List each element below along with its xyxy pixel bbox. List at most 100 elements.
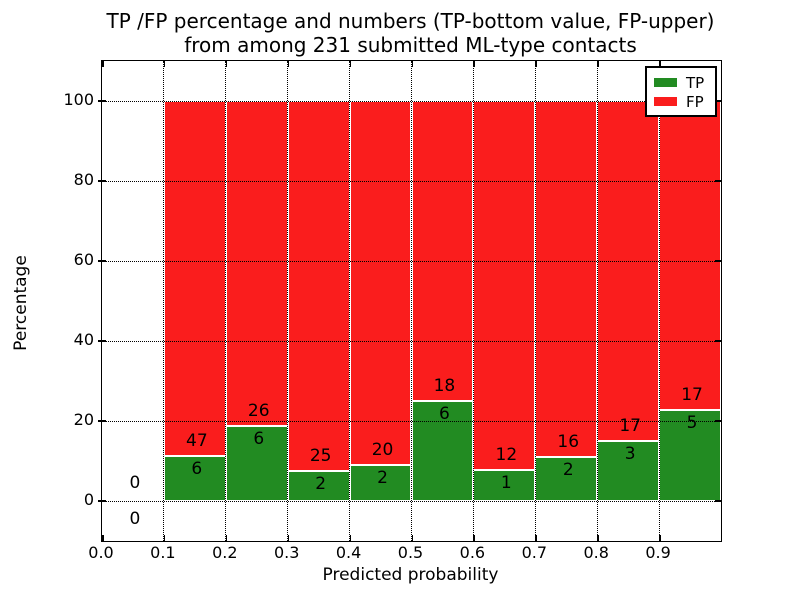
vertical-gridline bbox=[225, 61, 227, 541]
plot-area: 0 0 47 6 26 6 25 2 20 2 18 6 12 1 16 2 17 3 17 5 TP FP bbox=[98, 60, 722, 542]
legend-label: TP bbox=[686, 73, 705, 92]
x-tick-label: 0.5 bbox=[397, 543, 424, 562]
tp-bar-segment bbox=[473, 470, 536, 501]
fp-count-label: 25 bbox=[309, 446, 332, 467]
x-tick-mark-bottom bbox=[597, 535, 599, 541]
chart-title: TP /FP percentage and numbers (TP-bottom… bbox=[101, 9, 720, 57]
x-tick-mark-top bbox=[535, 61, 537, 67]
legend: TP FP bbox=[645, 66, 717, 117]
x-tick-label: 0.4 bbox=[335, 543, 362, 562]
grid-layer bbox=[102, 61, 721, 541]
x-tick-mark-bottom bbox=[473, 535, 475, 541]
x-tick-mark-bottom bbox=[659, 535, 661, 541]
x-axis-label: Predicted probability bbox=[322, 565, 499, 585]
fp-count-label: 0 bbox=[129, 473, 141, 493]
x-tick-mark-bottom bbox=[163, 535, 166, 541]
tp-count-label: 1 bbox=[500, 473, 512, 494]
x-tick-mark-top bbox=[659, 61, 661, 67]
x-tick-mark-top bbox=[102, 61, 104, 67]
fp-count-label: 26 bbox=[247, 401, 270, 421]
y-tick-mark-left bbox=[98, 180, 106, 182]
y-tick-mark-right bbox=[715, 420, 721, 422]
legend-row: FP bbox=[647, 92, 715, 111]
y-tick-mark-right bbox=[715, 180, 721, 182]
y-axis-label: Percentage bbox=[11, 255, 31, 351]
x-tick-mark-bottom bbox=[535, 535, 537, 541]
y-tick-mark-left bbox=[98, 340, 106, 342]
y-tick-mark-right bbox=[715, 260, 721, 262]
y-tick-label: 20 bbox=[73, 410, 94, 429]
y-tick-mark-right bbox=[715, 100, 721, 102]
x-tick-mark-bottom bbox=[349, 535, 352, 541]
y-tick-mark-left bbox=[98, 100, 106, 102]
y-tick-label: 80 bbox=[73, 170, 94, 189]
x-tick-label: 0.3 bbox=[273, 543, 300, 562]
x-tick-label: 0.8 bbox=[583, 543, 609, 562]
fp-count-label: 17 bbox=[619, 416, 641, 436]
y-tick-label: 60 bbox=[73, 250, 94, 269]
x-tick-label: 0.0 bbox=[88, 543, 114, 562]
x-tick-mark-top bbox=[225, 61, 228, 67]
fp-bar-segment bbox=[659, 101, 721, 411]
vertical-gridline bbox=[411, 61, 412, 541]
tp-count-label: 6 bbox=[253, 429, 265, 449]
x-tick-mark-bottom bbox=[411, 535, 413, 541]
x-tick-label: 0.1 bbox=[150, 543, 176, 562]
tp-count-label: 5 bbox=[686, 413, 698, 434]
y-tick-mark-right bbox=[715, 500, 721, 502]
tp-count-label: 6 bbox=[191, 458, 203, 479]
tp-bar-segment bbox=[535, 456, 598, 501]
tp-bar-segment bbox=[597, 441, 660, 501]
x-tick-mark-top bbox=[597, 61, 599, 67]
fp-count-label: 12 bbox=[495, 445, 518, 466]
tp-bar-segment bbox=[163, 455, 226, 501]
x-tick-mark-bottom bbox=[225, 535, 228, 541]
x-tick-mark-top bbox=[349, 61, 352, 67]
fp-count-label: 16 bbox=[557, 431, 580, 452]
ticks-layer bbox=[98, 61, 721, 541]
y-tick-mark-left bbox=[98, 420, 106, 422]
x-tick-mark-bottom bbox=[102, 535, 104, 541]
tp-bar-segment bbox=[349, 464, 412, 501]
tp-count-label: 3 bbox=[624, 444, 636, 464]
x-tick-mark-bottom bbox=[287, 535, 290, 541]
tp-count-label: 6 bbox=[439, 404, 450, 424]
vertical-gridline bbox=[596, 61, 598, 541]
tp-count-label: 2 bbox=[562, 459, 574, 480]
fp-legend-swatch bbox=[654, 97, 677, 106]
fp-count-label: 20 bbox=[371, 439, 394, 460]
y-tick-mark-left bbox=[98, 500, 106, 502]
y-tick-label: 100 bbox=[63, 90, 94, 109]
tp-count-label: 2 bbox=[377, 467, 388, 488]
tp-bar-segment bbox=[659, 410, 721, 501]
bars-layer bbox=[102, 61, 721, 541]
x-tick-mark-top bbox=[163, 61, 166, 67]
tp-bar-segment bbox=[287, 471, 350, 501]
x-tick-label: 0.7 bbox=[521, 543, 548, 562]
tp-count-label: 2 bbox=[315, 474, 327, 495]
y-tick-label: 0 bbox=[83, 490, 94, 509]
bar-labels-layer: 0 0 47 6 26 6 25 2 20 2 18 6 12 1 16 2 17 3 17 5 bbox=[102, 61, 721, 541]
tp-legend-swatch bbox=[654, 78, 677, 87]
x-tick-mark-top bbox=[473, 61, 475, 67]
fp-count-label: 47 bbox=[186, 430, 208, 451]
x-tick-mark-top bbox=[411, 61, 413, 67]
fp-bar-segment bbox=[473, 101, 536, 471]
x-tick-label: 0.2 bbox=[212, 543, 238, 562]
y-tick-mark-right bbox=[715, 340, 721, 342]
vertical-gridline bbox=[287, 61, 289, 541]
vertical-gridline bbox=[349, 61, 351, 541]
x-tick-mark-top bbox=[287, 61, 290, 67]
legend-row: TP bbox=[647, 73, 715, 92]
x-tick-label: 0.6 bbox=[459, 543, 486, 562]
chart-title-line2: from among 231 submitted ML-type contact… bbox=[184, 33, 637, 57]
legend-label: FP bbox=[686, 92, 704, 111]
vertical-gridline bbox=[534, 61, 536, 541]
chart-title-line1: TP /FP percentage and numbers (TP-bottom… bbox=[106, 9, 715, 33]
vertical-gridline bbox=[658, 61, 660, 541]
y-tick-label: 40 bbox=[73, 330, 94, 349]
vertical-gridline bbox=[472, 61, 474, 541]
tp-bar-segment bbox=[411, 401, 474, 501]
tp-count-label: 0 bbox=[129, 509, 141, 529]
